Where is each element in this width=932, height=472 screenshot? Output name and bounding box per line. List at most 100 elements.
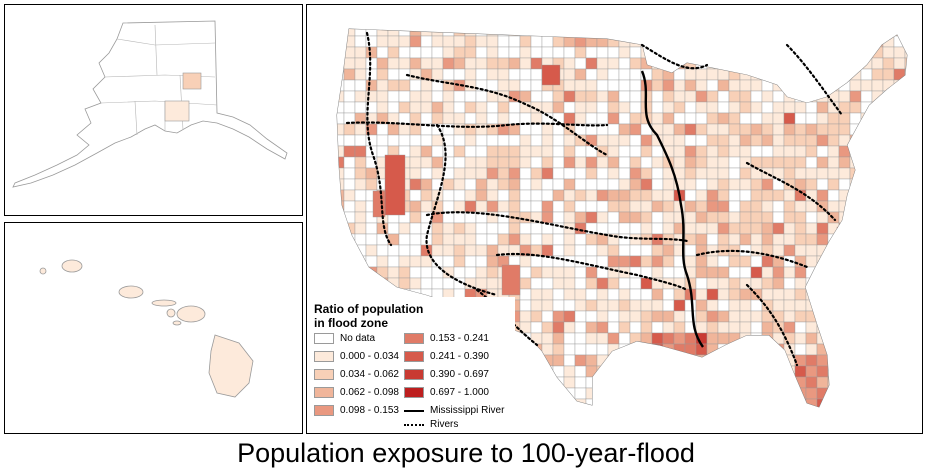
county-cell xyxy=(355,234,366,245)
county-cell xyxy=(861,245,872,256)
county-cell xyxy=(729,223,740,234)
county-cell xyxy=(784,113,795,124)
county-cell xyxy=(839,47,850,58)
county-cell xyxy=(883,157,894,168)
county-cell xyxy=(619,58,630,69)
county-cell xyxy=(696,135,707,146)
county-cell xyxy=(707,388,718,399)
county-cell xyxy=(520,157,531,168)
county-cell xyxy=(344,69,355,80)
county-cell xyxy=(597,102,608,113)
county-cell xyxy=(443,201,454,212)
county-cell xyxy=(597,300,608,311)
county-cell xyxy=(399,58,410,69)
county-cell xyxy=(652,300,663,311)
county-cell xyxy=(817,267,828,278)
county-cell xyxy=(762,36,773,47)
figure-caption: Population exposure to 100-year-flood xyxy=(0,436,932,470)
county-cell xyxy=(333,135,344,146)
county-cell xyxy=(641,300,652,311)
county-cell xyxy=(795,377,806,388)
county-cell xyxy=(795,25,806,36)
county-cell xyxy=(564,91,575,102)
county-cell xyxy=(630,212,641,223)
county-cell xyxy=(344,267,355,278)
county-cell xyxy=(366,58,377,69)
county-cell xyxy=(861,47,872,58)
county-cell xyxy=(388,223,399,234)
county-cell xyxy=(597,322,608,333)
county-cell xyxy=(905,102,916,113)
county-cell xyxy=(773,399,784,410)
county-cell xyxy=(883,190,894,201)
county-cell xyxy=(509,168,520,179)
county-cell xyxy=(817,223,828,234)
county-cell xyxy=(839,278,850,289)
county-cell xyxy=(355,146,366,157)
county-cell xyxy=(839,36,850,47)
county-cell xyxy=(542,410,553,421)
county-cell xyxy=(630,278,641,289)
county-cell xyxy=(696,179,707,190)
county-cell xyxy=(795,113,806,124)
county-cell xyxy=(872,190,883,201)
county-cell xyxy=(564,157,575,168)
county-cell xyxy=(619,179,630,190)
county-cell xyxy=(883,223,894,234)
county-cell xyxy=(850,47,861,58)
county-cell xyxy=(751,146,762,157)
county-cell xyxy=(652,289,663,300)
county-cell xyxy=(586,113,597,124)
county-cell xyxy=(388,69,399,80)
county-cell xyxy=(718,168,729,179)
county-cell xyxy=(608,355,619,366)
county-cell xyxy=(619,36,630,47)
county-cell xyxy=(421,36,432,47)
county-cell xyxy=(850,36,861,47)
county-cell xyxy=(905,69,916,80)
county-cell xyxy=(575,212,586,223)
county-cell xyxy=(740,234,751,245)
county-cell xyxy=(663,135,674,146)
county-cell xyxy=(828,223,839,234)
county-cell xyxy=(586,278,597,289)
county-cell xyxy=(487,190,498,201)
county-cell xyxy=(674,36,685,47)
county-cell xyxy=(806,300,817,311)
county-cell xyxy=(553,47,564,58)
county-cell xyxy=(465,223,476,234)
county-cell xyxy=(652,377,663,388)
county-cell xyxy=(399,278,410,289)
county-cell xyxy=(410,245,421,256)
county-cell xyxy=(806,223,817,234)
county-cell xyxy=(729,179,740,190)
county-cell xyxy=(355,91,366,102)
alaska-borough-shaded xyxy=(165,101,189,121)
county-cell xyxy=(366,179,377,190)
county-cell xyxy=(729,300,740,311)
county-cell xyxy=(454,168,465,179)
county-cell xyxy=(663,344,674,355)
county-cell xyxy=(883,146,894,157)
county-cell xyxy=(828,289,839,300)
county-cell xyxy=(663,388,674,399)
county-cell xyxy=(674,102,685,113)
county-cell xyxy=(663,245,674,256)
county-cell xyxy=(509,201,520,212)
county-cell xyxy=(487,69,498,80)
county-cell xyxy=(817,333,828,344)
county-cell xyxy=(707,245,718,256)
county-cell xyxy=(806,278,817,289)
county-cell xyxy=(773,355,784,366)
county-cell xyxy=(597,333,608,344)
county-cell xyxy=(685,36,696,47)
county-cell xyxy=(465,91,476,102)
county-cell xyxy=(443,80,454,91)
county-cell xyxy=(432,135,443,146)
county-cell xyxy=(630,300,641,311)
county-cell xyxy=(883,113,894,124)
county-cell xyxy=(355,47,366,58)
county-cell xyxy=(872,322,883,333)
county-cell xyxy=(663,201,674,212)
county-cell xyxy=(388,124,399,135)
